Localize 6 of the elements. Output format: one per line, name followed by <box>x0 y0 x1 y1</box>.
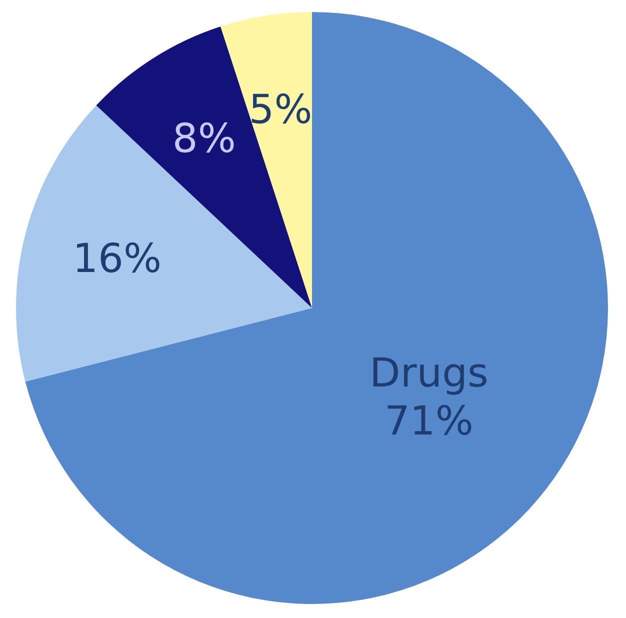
data-label: 5% <box>248 87 312 134</box>
slice-label: Drugs <box>370 350 488 397</box>
pie-slice <box>25 12 608 604</box>
data-label: 8% <box>172 116 236 162</box>
data-label: 71% <box>384 398 474 445</box>
data-label: 16% <box>72 236 162 282</box>
